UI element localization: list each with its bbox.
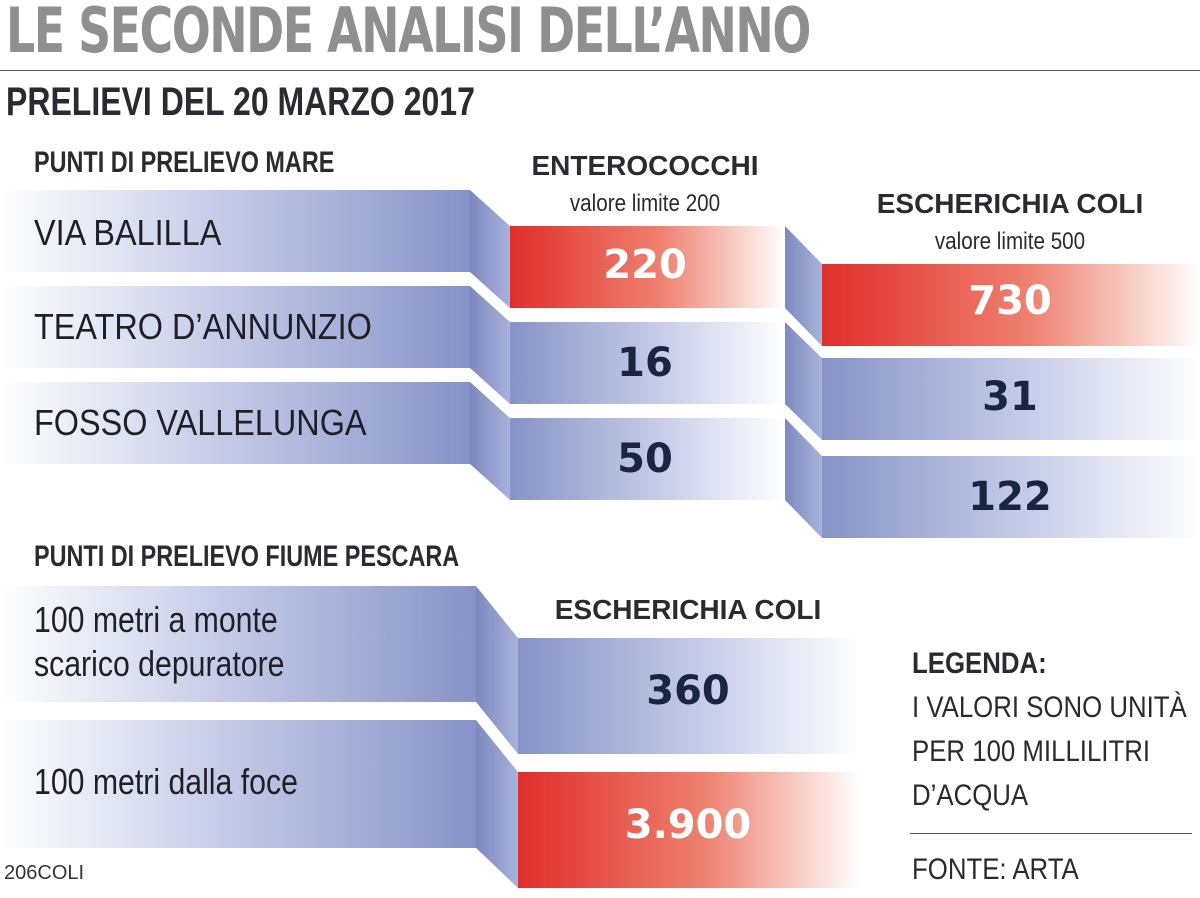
band-label-mare-2: [0, 382, 470, 464]
value-dalla-foce-escherichia-coli: 3.900: [624, 802, 752, 848]
value-fosso-vallelunga-escherichia-coli: 122: [968, 474, 1052, 520]
value-fosso-vallelunga-enterococchi: 50: [617, 436, 673, 482]
band-label-fiume-0: [0, 586, 476, 702]
band-label-mare-1: [0, 286, 470, 368]
column-limit-enterococchi: valore limite 200: [569, 190, 721, 217]
band-connector-fiume-0: [476, 586, 518, 754]
band-value-fiume-0: [518, 638, 860, 754]
legend-divider: [910, 833, 1192, 834]
row-label-via-balilla: VIA BALILLA: [34, 212, 222, 253]
row-label-fosso-vallelunga: FOSSO VALLELUNGA: [34, 402, 367, 443]
band-connector-a-1: [470, 286, 510, 404]
value-via-balilla-escherichia-coli: 730: [968, 278, 1052, 324]
row-label-foce-line-1: 100 metri dalla foce: [34, 761, 298, 802]
column-header-enterococchi: ENTEROCOCCHI: [531, 150, 759, 181]
graphic-code: 206COLI: [4, 862, 85, 884]
band-value-escherichia-1: [822, 358, 1200, 440]
subheadline: PRELIEVI DEL 20 MARZO 2017: [6, 80, 475, 124]
legend-line-3: D’ACQUA: [912, 779, 1029, 812]
value-teatro-dannunzio-escherichia-coli: 31: [982, 374, 1038, 420]
column-header-fiume-escherichia-coli: ESCHERICHIA COLI: [554, 594, 822, 625]
headline: LE SECONDE ANALISI DELL’ANNO: [6, 0, 811, 67]
band-connector-b-0: [785, 226, 822, 346]
band-connector-b-1: [785, 322, 822, 440]
legend-line-2: PER 100 MILLILITRI: [912, 735, 1151, 768]
band-value-enterococchi-1: [510, 322, 785, 404]
legend: LEGENDA: I VALORI SONO UNITÀ PER 100 MIL…: [912, 642, 1187, 818]
section-title-fiume: PUNTI DI PRELIEVO FIUME PESCARA: [34, 540, 460, 573]
legend-line-1: I VALORI SONO UNITÀ: [912, 691, 1187, 724]
section-title-mare: PUNTI DI PRELIEVO MARE: [34, 146, 335, 179]
band-label-fiume-1: [0, 720, 476, 848]
band-label-mare-0: [0, 190, 470, 272]
band-value-enterococchi-0: [510, 226, 785, 308]
band-value-enterococchi-2: [510, 418, 785, 500]
column-header-escherichia-coli: ESCHERICHIA COLI: [876, 188, 1144, 219]
band-connector-a-2: [470, 382, 510, 500]
band-value-fiume-1: [518, 772, 860, 888]
band-connector-a-0: [470, 190, 510, 308]
row-label-teatro-dannunzio: TEATRO D’ANNUNZIO: [34, 306, 372, 347]
legend-title: LEGENDA:: [912, 647, 1047, 680]
column-limit-escherichia-coli: valore limite 500: [934, 228, 1086, 255]
row-label-monte-line-1: 100 metri a monte: [34, 599, 278, 640]
value-monte-depuratore-escherichia-coli: 360: [646, 668, 730, 714]
band-value-escherichia-0: [822, 264, 1200, 346]
row-label-dalla-foce: 100 metri dalla foce: [34, 760, 298, 804]
value-teatro-dannunzio-enterococchi: 16: [617, 340, 673, 386]
band-connector-b-2: [785, 418, 822, 538]
value-via-balilla-enterococchi: 220: [603, 242, 687, 288]
headline-rule: [0, 70, 1200, 71]
band-value-escherichia-2: [822, 456, 1200, 538]
row-label-monte-depuratore: 100 metri a monte scarico depuratore: [34, 598, 284, 686]
row-label-monte-line-2: scarico depuratore: [34, 643, 285, 684]
source-credit: FONTE: ARTA: [912, 853, 1079, 886]
band-connector-fiume-1: [476, 720, 518, 888]
